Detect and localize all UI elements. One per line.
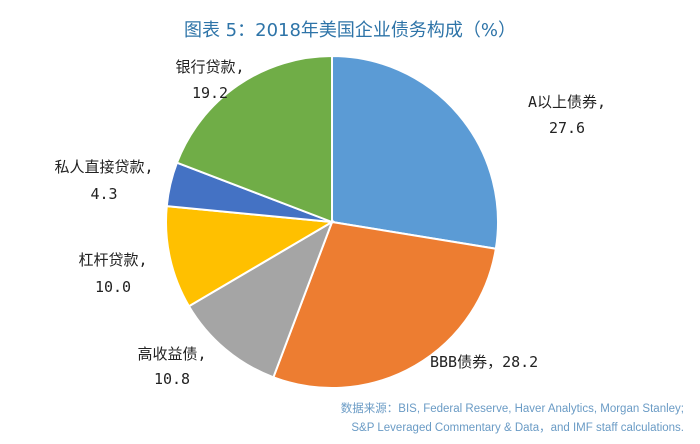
slice-label-5: 私人直接贷款, [54, 158, 153, 176]
slice-label-1: A以上债券, [528, 93, 606, 111]
slice-value-3: 10.8 [154, 370, 190, 388]
slice-value-4: 10.0 [95, 278, 131, 296]
pie-slice-1 [331, 54, 499, 250]
pie-slice-2 [272, 220, 497, 389]
pie-slice-6 [175, 54, 333, 224]
source-line-1: 数据来源：BIS, Federal Reserve, Haver Analyti… [340, 403, 684, 415]
slice-value-1: 27.6 [549, 119, 585, 137]
source-line-2: S&P Leveraged Commentary & Data，and IMF … [351, 422, 684, 434]
slice-value-5: 4.3 [90, 185, 117, 203]
slice-label-2: BBB债券，28.2 [430, 353, 538, 371]
source-note: 数据来源：BIS, Federal Reserve, Haver Analyti… [341, 400, 684, 438]
pie-slice-3 [187, 219, 334, 379]
slice-label-6: 银行贷款, [175, 58, 244, 76]
slice-label-3: 高收益债, [137, 345, 206, 363]
slice-label-4: 杠杆贷款, [78, 251, 147, 269]
slice-labels: A以上债券, 27.6 BBB债券，28.2 高收益债, 10.8 杠杆贷款, 10.0 私人… [54, 58, 606, 388]
pie-slice-4 [165, 205, 336, 308]
chart-title: 图表 5：2018年美国企业债务构成（%） [183, 20, 517, 41]
pie-slices [165, 54, 499, 389]
slice-value-6: 19.2 [192, 84, 228, 102]
